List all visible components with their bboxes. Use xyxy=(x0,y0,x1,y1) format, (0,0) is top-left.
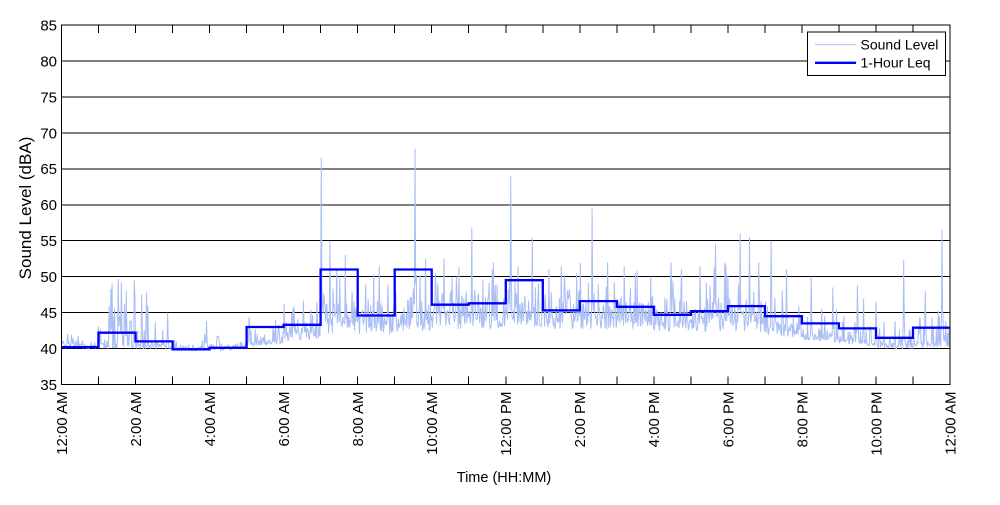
svg-text:8:00 PM: 8:00 PM xyxy=(794,392,811,448)
svg-text:65: 65 xyxy=(40,161,57,178)
svg-text:Sound Level (dBA): Sound Level (dBA) xyxy=(16,137,35,280)
svg-text:10:00 AM: 10:00 AM xyxy=(424,392,441,455)
svg-text:1-Hour Leq: 1-Hour Leq xyxy=(861,55,931,71)
svg-text:10:00 PM: 10:00 PM xyxy=(868,392,885,456)
svg-text:12:00 AM: 12:00 AM xyxy=(942,392,959,455)
svg-text:55: 55 xyxy=(40,233,57,250)
svg-text:60: 60 xyxy=(40,197,57,214)
svg-text:6:00 AM: 6:00 AM xyxy=(276,392,293,447)
svg-text:12:00 AM: 12:00 AM xyxy=(54,392,71,455)
svg-text:2:00 PM: 2:00 PM xyxy=(572,392,589,448)
svg-text:75: 75 xyxy=(40,89,57,106)
svg-text:2:00 AM: 2:00 AM xyxy=(128,392,145,447)
svg-text:80: 80 xyxy=(40,53,57,70)
svg-text:4:00 AM: 4:00 AM xyxy=(202,392,219,447)
svg-text:Sound Level: Sound Level xyxy=(861,37,939,53)
svg-text:45: 45 xyxy=(40,305,57,322)
svg-text:70: 70 xyxy=(40,125,57,142)
svg-text:8:00 AM: 8:00 AM xyxy=(350,392,367,447)
svg-text:50: 50 xyxy=(40,269,57,286)
svg-text:4:00 PM: 4:00 PM xyxy=(646,392,663,448)
svg-text:40: 40 xyxy=(40,341,57,358)
svg-text:12:00 PM: 12:00 PM xyxy=(498,392,515,456)
svg-text:6:00 PM: 6:00 PM xyxy=(720,392,737,448)
svg-text:Time (HH:MM): Time (HH:MM) xyxy=(457,470,552,486)
svg-text:85: 85 xyxy=(40,17,57,34)
svg-text:35: 35 xyxy=(40,377,57,394)
